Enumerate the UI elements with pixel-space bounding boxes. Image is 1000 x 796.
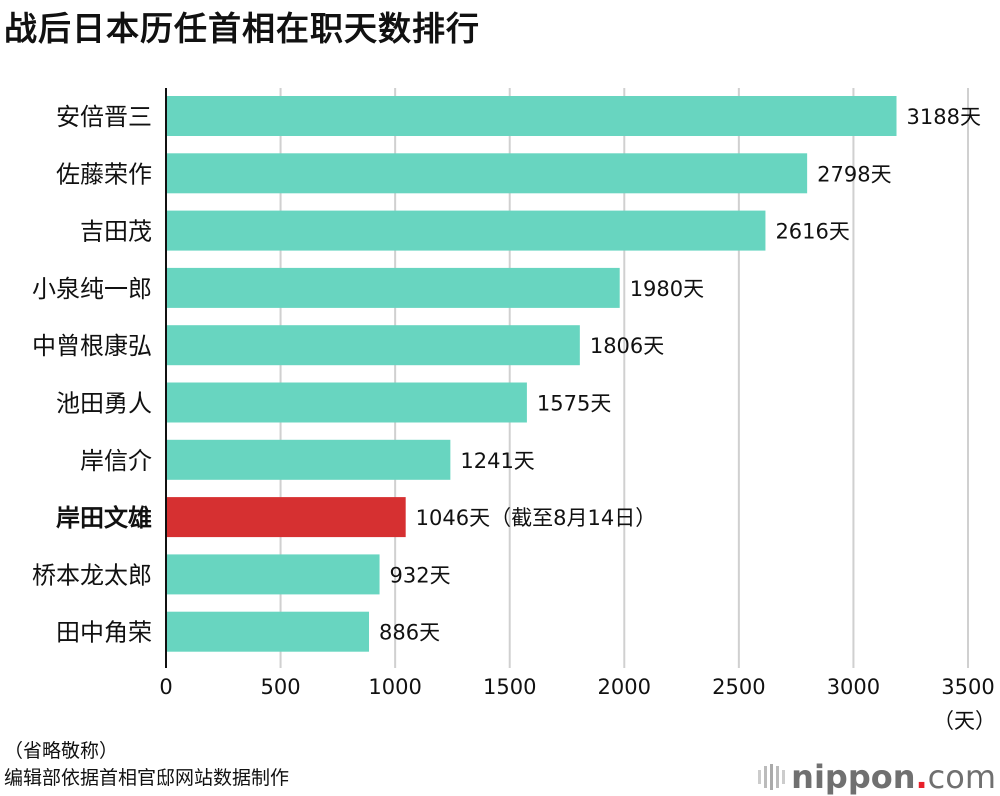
value-label: 1241天 xyxy=(460,449,534,473)
category-label: 桥本龙太郎 xyxy=(32,561,152,589)
x-unit-label: （天） xyxy=(933,709,996,733)
x-tick-label: 0 xyxy=(159,675,172,699)
value-label: 1575天 xyxy=(537,392,611,416)
x-tick-label: 3000 xyxy=(827,675,880,699)
value-label: 886天 xyxy=(379,621,440,645)
bar-0 xyxy=(166,96,897,136)
value-label: 1980天 xyxy=(630,277,704,301)
x-tick-label: 1000 xyxy=(368,675,421,699)
category-label: 中曾根康弘 xyxy=(32,332,152,360)
category-label: 岸信介 xyxy=(80,447,152,475)
x-tick-label: 3500 xyxy=(941,675,994,699)
note-source: 编辑部依据首相官邸网站数据制作 xyxy=(4,767,290,789)
category-label: 岸田文雄 xyxy=(56,504,152,532)
category-label: 安倍晋三 xyxy=(56,103,152,131)
bar-5 xyxy=(166,382,527,423)
category-label: 小泉纯一郎 xyxy=(32,275,152,303)
x-tick-label: 1500 xyxy=(483,675,536,699)
value-label: 932天 xyxy=(390,563,451,587)
chart-title: 战后日本历任首相在职天数排行 xyxy=(4,9,480,48)
x-tick-label: 500 xyxy=(261,675,301,699)
bar-8 xyxy=(166,554,380,595)
nippon-logo: nippon.com xyxy=(758,758,996,796)
value-label: 2798天 xyxy=(817,162,891,186)
bar-2 xyxy=(166,210,766,251)
x-tick-label: 2000 xyxy=(598,675,651,699)
value-label: 1046天（截至8月14日） xyxy=(416,506,657,530)
x-tick-label: 2500 xyxy=(712,675,765,699)
category-label: 吉田茂 xyxy=(80,218,152,246)
value-label: 2616天 xyxy=(775,220,849,244)
value-label: 1806天 xyxy=(590,334,664,358)
bar-3 xyxy=(166,267,620,308)
logo-bars-icon xyxy=(758,764,786,790)
note-honorifics: （省略敬称） xyxy=(4,740,119,762)
category-label: 田中角荣 xyxy=(56,619,152,647)
bar-4 xyxy=(166,325,580,366)
category-label: 池田勇人 xyxy=(56,390,152,418)
value-label: 3188天 xyxy=(907,105,981,129)
bar-7 xyxy=(166,497,406,538)
bar-1 xyxy=(166,153,808,194)
bar-6 xyxy=(166,439,451,480)
category-label: 佐藤荣作 xyxy=(56,160,152,188)
bar-9 xyxy=(166,611,370,652)
